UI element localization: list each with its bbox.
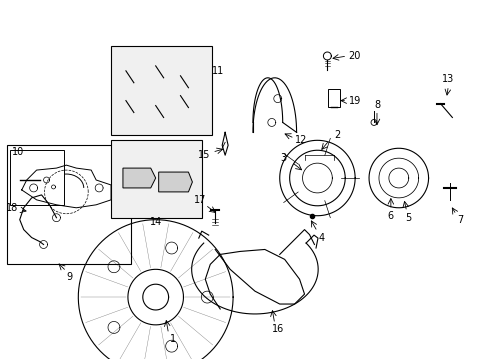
Text: 5: 5 <box>405 213 411 223</box>
Bar <box>111 140 202 218</box>
Text: 15: 15 <box>198 150 210 160</box>
Text: 19: 19 <box>348 96 361 105</box>
Bar <box>111 46 212 135</box>
Text: 6: 6 <box>387 211 393 221</box>
Text: 1: 1 <box>169 334 175 344</box>
Polygon shape <box>122 168 155 188</box>
Text: 11: 11 <box>212 66 224 76</box>
Text: 3: 3 <box>280 153 286 163</box>
Text: 9: 9 <box>66 272 72 282</box>
Text: 20: 20 <box>347 51 360 61</box>
Text: 2: 2 <box>333 130 340 140</box>
Text: 4: 4 <box>318 233 324 243</box>
Text: 14: 14 <box>149 217 162 227</box>
Text: 13: 13 <box>441 74 454 84</box>
Polygon shape <box>158 172 192 192</box>
Text: 10: 10 <box>12 147 24 157</box>
Bar <box>327 89 340 107</box>
Text: 8: 8 <box>373 100 379 109</box>
Bar <box>7 145 131 264</box>
Text: 7: 7 <box>456 215 463 225</box>
Bar <box>10 150 64 205</box>
Text: 12: 12 <box>295 135 307 145</box>
Text: 16: 16 <box>271 324 284 334</box>
Text: 17: 17 <box>194 195 206 205</box>
Text: 18: 18 <box>6 203 18 213</box>
